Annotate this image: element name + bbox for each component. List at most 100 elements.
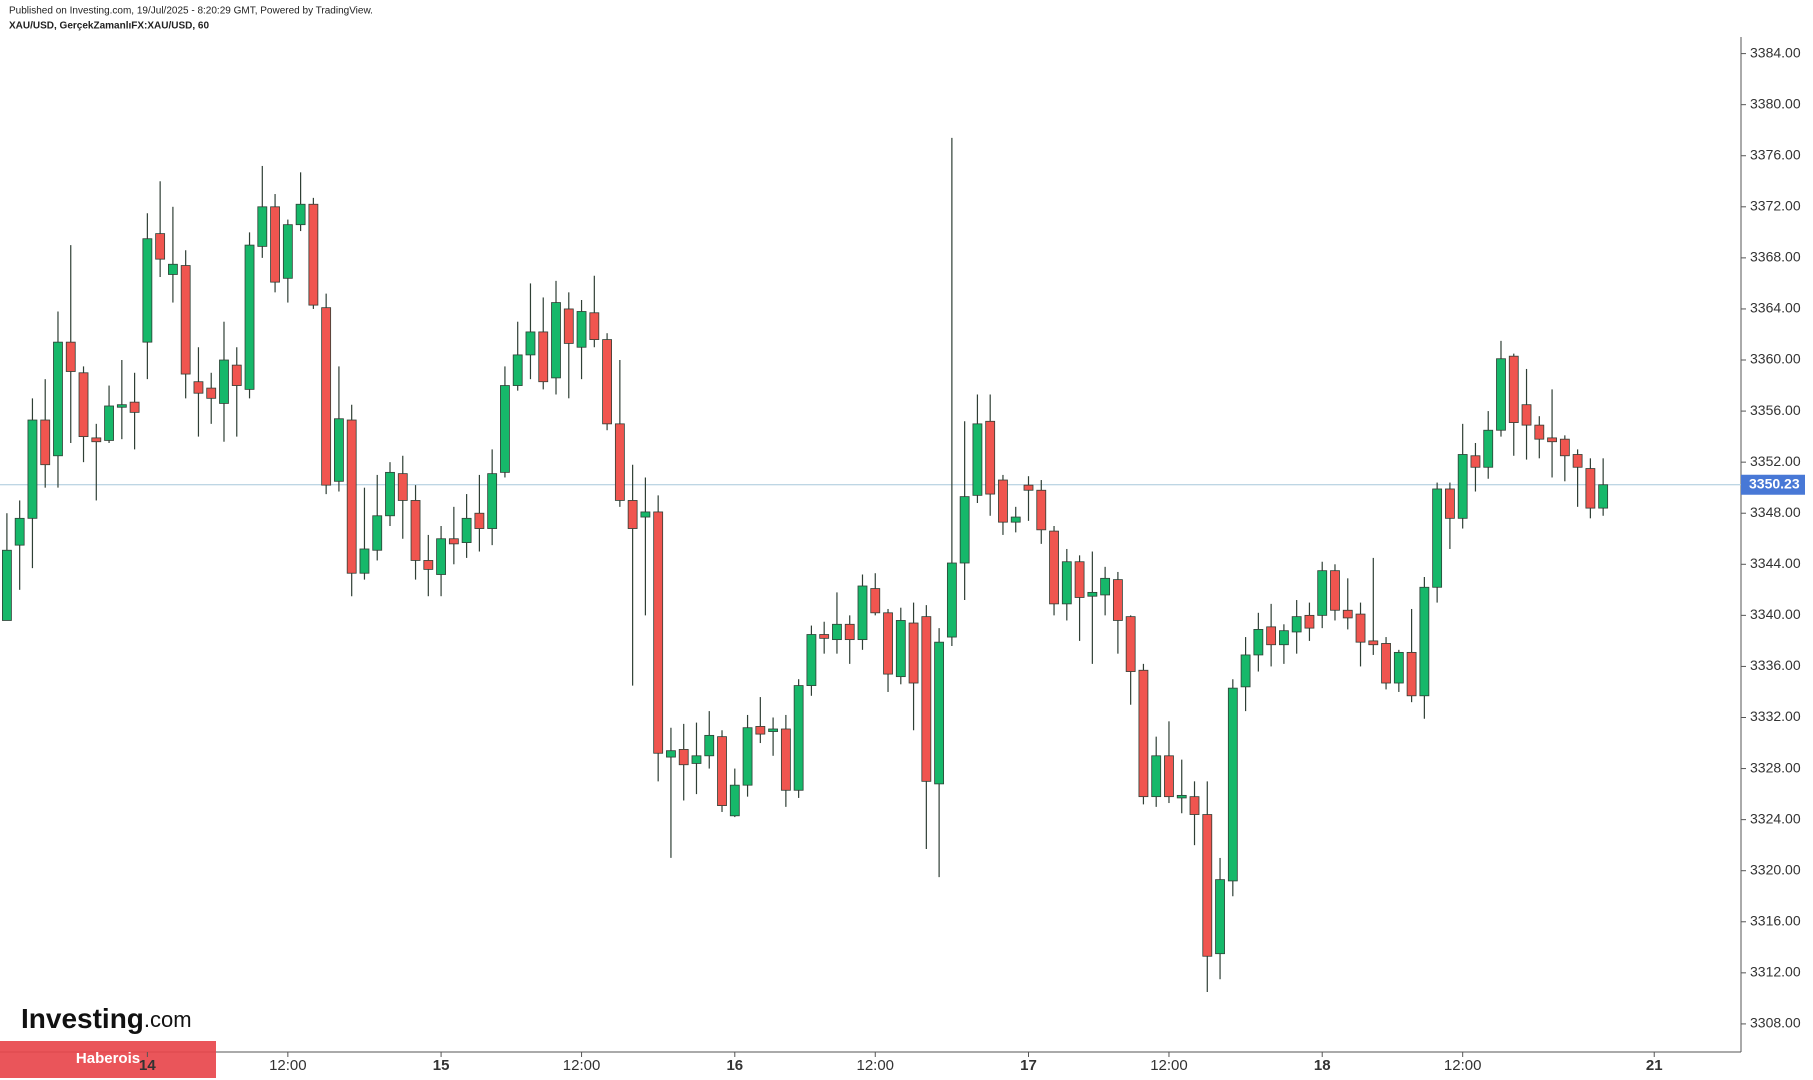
candle-body [65, 341, 76, 372]
candle-body [1112, 579, 1123, 621]
candle-body [461, 517, 472, 543]
candle-body [436, 538, 446, 575]
candle-body [870, 588, 881, 614]
candle-body [666, 750, 676, 758]
candle-body [1138, 669, 1149, 798]
candle-body [1151, 755, 1162, 798]
candle-body [602, 339, 612, 425]
candle-body [678, 749, 689, 766]
candle-body [219, 359, 229, 404]
candle-body [883, 612, 893, 675]
candle-body [755, 726, 766, 735]
y-tick-label: 3328.00 [1750, 759, 1801, 775]
candle-body [1483, 429, 1494, 468]
x-tick-label: 12:00 [563, 1057, 601, 1074]
candle-body [1534, 424, 1545, 440]
x-tick-label: 21 [1646, 1057, 1663, 1074]
candle-body [1406, 651, 1417, 697]
candle-body [244, 244, 255, 390]
candle-body [1304, 614, 1315, 629]
candle-body [857, 585, 868, 641]
candle-body [448, 538, 459, 545]
plot [0, 137, 1741, 992]
candle-body [1074, 561, 1085, 598]
y-tick-label: 3308.00 [1750, 1015, 1801, 1031]
candle-body [1393, 651, 1404, 684]
candle-body [193, 381, 204, 394]
candle-body [653, 511, 664, 754]
y-tick-label: 3380.00 [1750, 95, 1801, 111]
candle-body [512, 354, 523, 386]
candle-body [104, 405, 114, 441]
candle-body [1559, 438, 1570, 457]
candle-body [372, 515, 383, 551]
x-tick-label: 12:00 [269, 1057, 307, 1074]
candle-body [895, 620, 906, 678]
logo-main: Investing [21, 1003, 144, 1034]
candle-body [921, 616, 932, 782]
candle-body [1598, 484, 1609, 509]
candle-body [1572, 454, 1583, 468]
candle-body [563, 308, 574, 344]
x-tick-label: 16 [726, 1057, 743, 1074]
candle-body [270, 206, 280, 283]
candle-body [474, 512, 485, 529]
candle-body [155, 233, 166, 260]
candle-body [551, 302, 561, 379]
candle-body [1342, 609, 1353, 619]
candle-body [717, 736, 727, 806]
candle-body [308, 203, 319, 306]
candle-body [1457, 454, 1468, 519]
candle-body [1381, 643, 1391, 684]
candle-body [410, 500, 421, 561]
candle-body [129, 401, 140, 413]
candle-body [1355, 613, 1366, 643]
x-tick-label: 12:00 [856, 1057, 894, 1074]
y-tick-label: 3372.00 [1750, 198, 1801, 214]
candle-body [1061, 561, 1072, 605]
logo: Investing.com [21, 1003, 192, 1034]
candle-body [1227, 687, 1238, 882]
candle-body [2, 549, 12, 621]
last-price-tag [1741, 474, 1805, 495]
candle-body [257, 206, 268, 247]
candle-body [487, 473, 498, 529]
candle-body [385, 471, 395, 517]
candle-body [1585, 468, 1596, 509]
candle-body [576, 311, 587, 348]
candle-body [40, 419, 51, 466]
candle-body [1445, 488, 1455, 519]
candle-body [589, 312, 600, 340]
candle-body [793, 685, 804, 791]
candle-body [1317, 570, 1328, 616]
candle-body [704, 734, 715, 757]
y-tick-label: 3344.00 [1750, 555, 1801, 571]
logo-suffix: .com [144, 1007, 192, 1032]
candle-body [1125, 616, 1136, 672]
candle-body [180, 265, 191, 375]
symbol-info: XAU/USD, GerçekZamanlıFX:XAU/USD, 60 [9, 21, 209, 32]
y-tick-label: 3356.00 [1750, 402, 1801, 418]
candle-body [1087, 591, 1098, 597]
candle-body [768, 728, 778, 732]
candle-body [53, 341, 63, 457]
candle-body [538, 331, 549, 383]
candle-body [346, 419, 357, 574]
candle-body [806, 634, 817, 686]
candle-body [1215, 879, 1225, 955]
candle-body [78, 372, 89, 438]
last-price-label: 3350.23 [1749, 475, 1800, 491]
y-tick-label: 3340.00 [1750, 606, 1801, 622]
candle-body [14, 517, 25, 546]
candle-body [819, 634, 830, 639]
candle-body [1049, 530, 1059, 605]
candle-body [780, 728, 791, 791]
candle-body [844, 623, 855, 641]
candle-body [116, 404, 127, 408]
candle-body [832, 623, 842, 641]
candle-body [998, 479, 1008, 523]
candle-body [500, 385, 510, 473]
candle-body [1521, 404, 1532, 426]
